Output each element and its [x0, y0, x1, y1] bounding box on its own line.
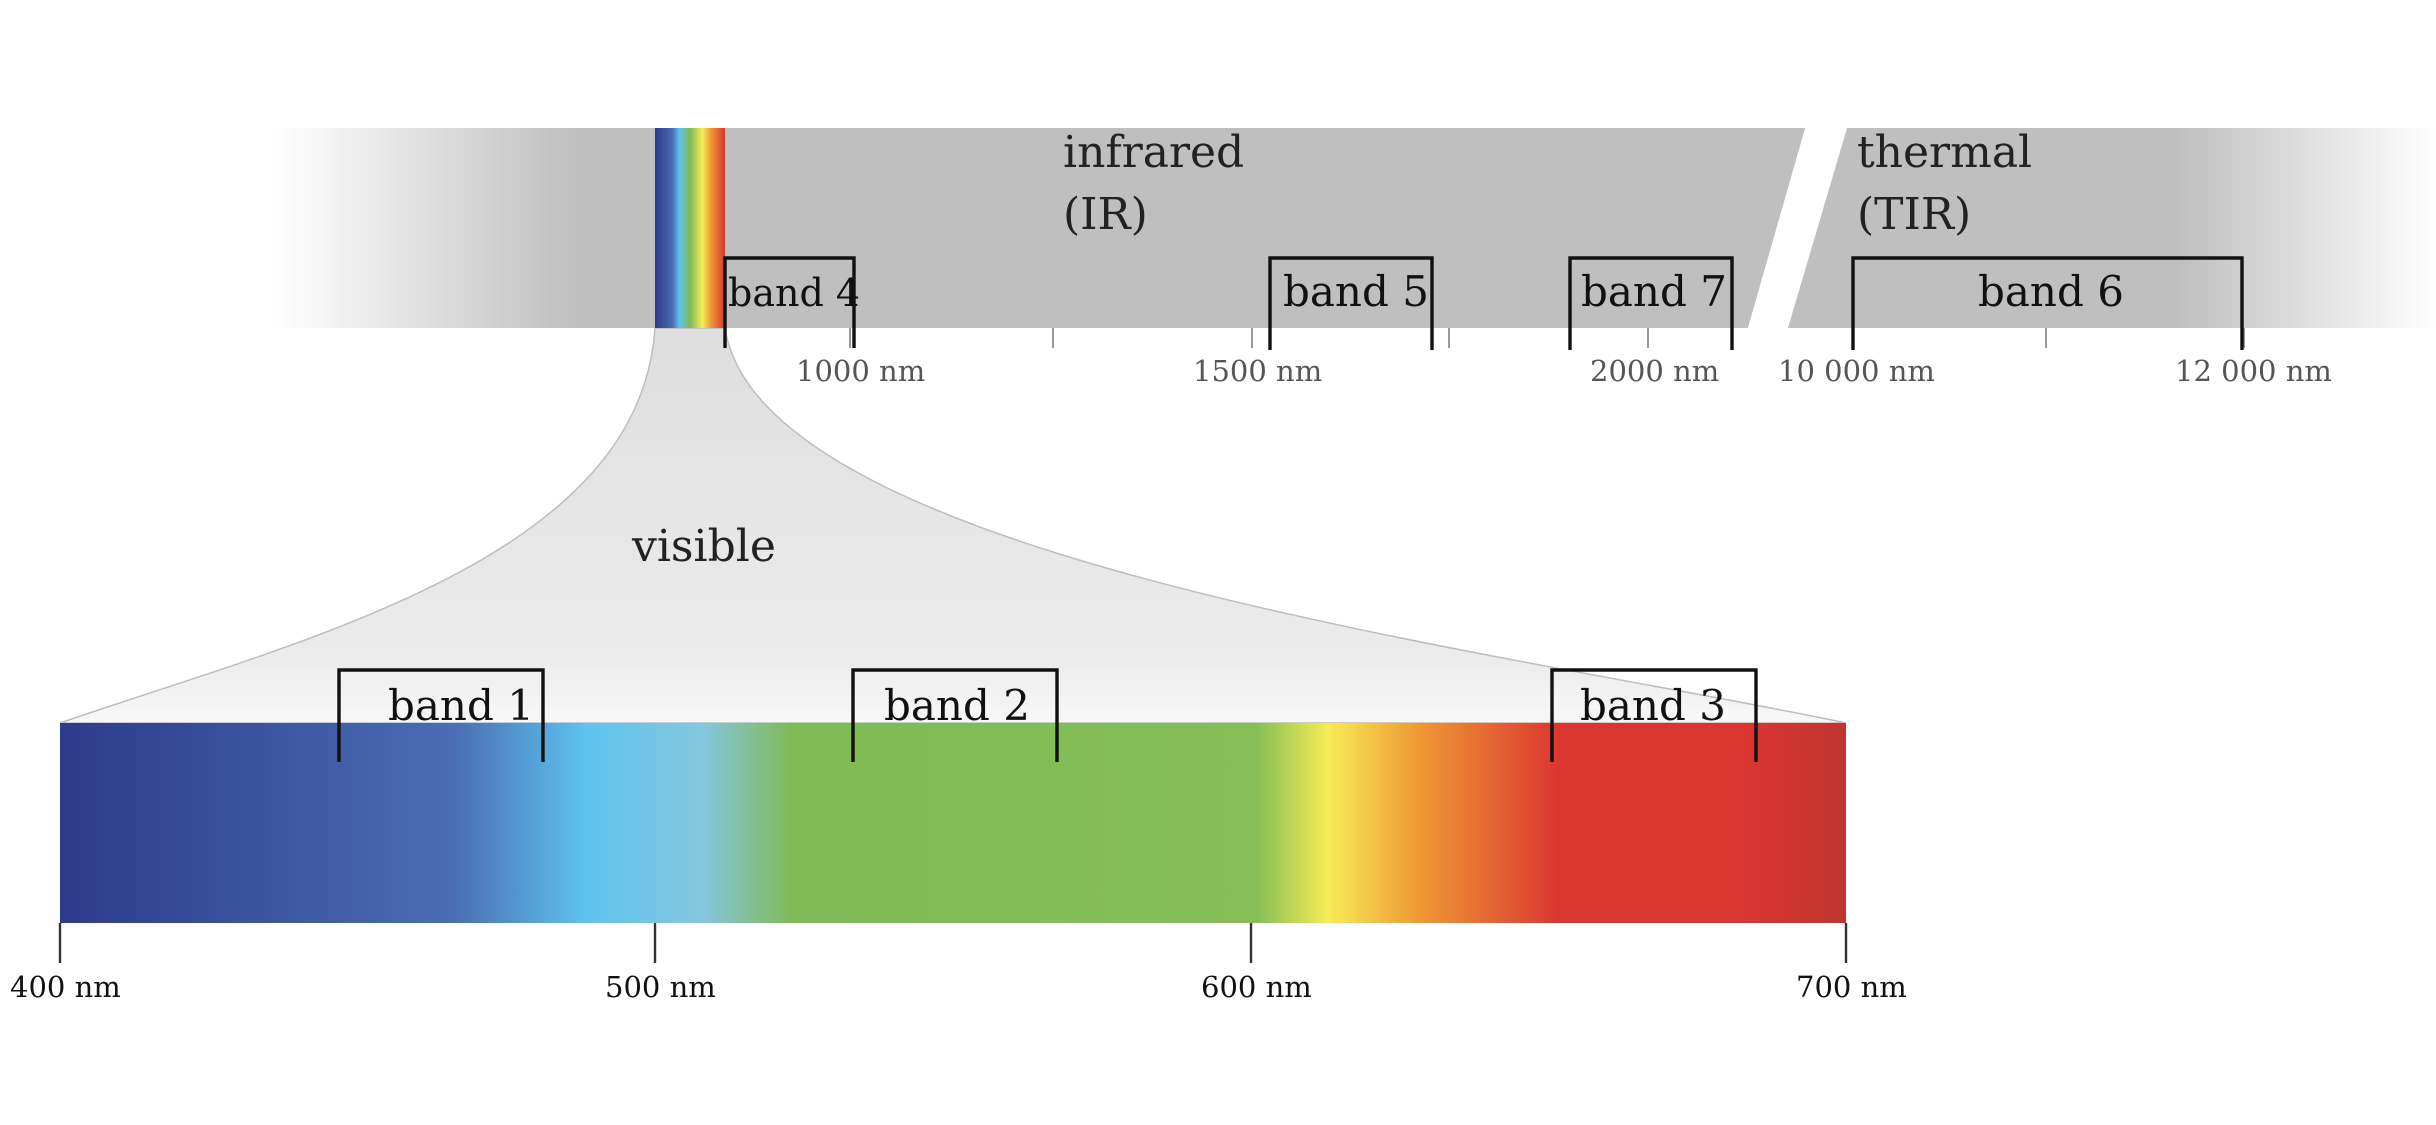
band-5-bracket	[1268, 256, 1434, 350]
band-4-bracket	[723, 256, 856, 348]
tick-label-1000nm: 1000 nm	[796, 354, 925, 388]
visible-label: visible	[631, 521, 776, 572]
band-1-bracket	[337, 668, 545, 762]
visible-mini-strip	[655, 128, 725, 328]
infrared-abbr: (IR)	[1063, 189, 1148, 240]
band-3-label: band 3	[1580, 681, 1726, 730]
band-2-bracket	[851, 668, 1059, 762]
axis-break	[1745, 118, 1850, 338]
tick-label-12000nm: 12 000 nm	[2175, 354, 2332, 388]
top-axis-ticks	[849, 328, 2245, 348]
thermal-label: thermal	[1857, 127, 2032, 178]
spectrum-strip	[275, 128, 2436, 328]
visible-zoom-funnel	[59, 327, 1847, 724]
tick-label-600nm: 600 nm	[1201, 970, 1312, 1004]
visible-spectrum-bar	[60, 723, 1846, 923]
band-6-label: band 6	[1978, 267, 2124, 316]
tick-label-500nm: 500 nm	[605, 970, 716, 1004]
band-7-label: band 7	[1581, 267, 1727, 316]
tick-label-2000nm: 2000 nm	[1590, 354, 1719, 388]
visible-axis-ticks	[58, 923, 1848, 963]
band-2-label: band 2	[884, 681, 1030, 730]
tick-label-700nm: 700 nm	[1796, 970, 1907, 1004]
band-1-label: band 1	[388, 681, 534, 730]
thermal-abbr: (TIR)	[1857, 189, 1971, 240]
tick-label-1500nm: 1500 nm	[1193, 354, 1322, 388]
band-7-bracket	[1568, 256, 1734, 350]
tick-label-10000nm: 10 000 nm	[1778, 354, 1935, 388]
band-6-bracket	[1851, 256, 2244, 350]
band-5-label: band 5	[1283, 267, 1429, 316]
tick-label-400nm: 400 nm	[10, 970, 121, 1004]
band-3-bracket	[1550, 668, 1758, 762]
infrared-label: infrared	[1063, 127, 1244, 178]
band-4-label: band 4	[728, 271, 860, 315]
